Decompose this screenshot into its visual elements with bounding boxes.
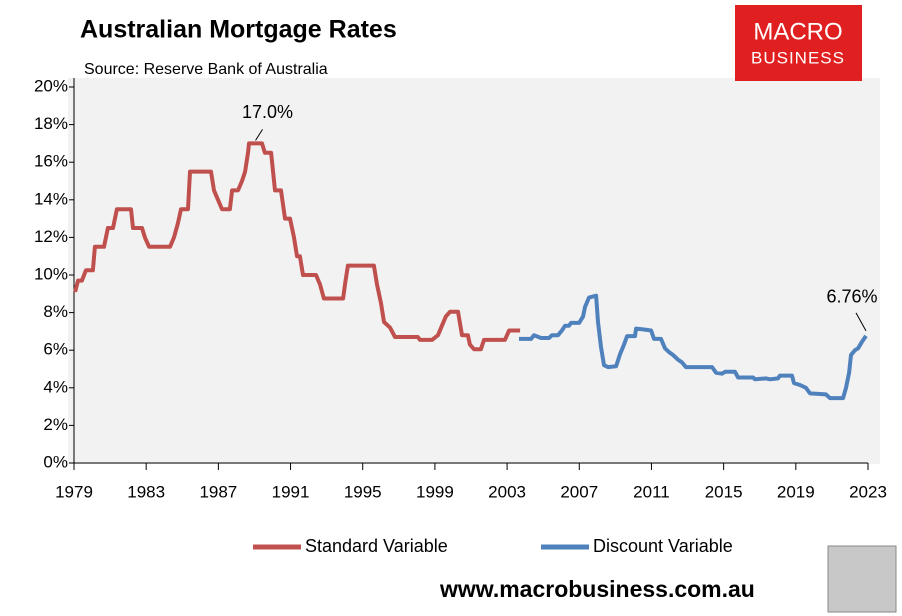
x-tick-label: 2023 [849,482,887,501]
x-tick-label: 2003 [488,482,526,501]
x-tick-label: 2015 [705,482,743,501]
x-tick-label: 1987 [199,482,237,501]
y-tick-label: 2% [43,415,68,434]
plot-background [68,78,880,464]
x-tick-label: 1995 [344,482,382,501]
line-series [519,293,868,401]
legend-label: Discount Variable [593,536,733,556]
y-tick-label: 14% [34,189,68,208]
y-tick-label: 0% [43,452,68,471]
x-tick-label: 1983 [127,482,165,501]
x-tick-label: 2007 [560,482,598,501]
y-tick-label: 6% [43,340,68,359]
y-tick-label: 18% [34,114,68,133]
annotation-arrow [855,312,867,332]
legend-label: Standard Variable [305,536,448,556]
y-tick-label: 12% [34,227,68,246]
y-tick-label: 8% [43,302,68,321]
annotation: 17.0% [242,102,293,122]
x-tick-label: 2019 [777,482,815,501]
y-tick-label: 10% [34,264,68,283]
fox-image [827,545,897,613]
footer: www.macrobusiness.com.au [439,576,755,602]
line-series [73,141,521,352]
x-tick-label: 1979 [55,482,93,501]
chart-subtitle: Source: Reserve Bank of Australia [84,61,328,78]
x-tick-label: 2011 [633,482,670,501]
annotation: 6.76% [826,287,877,307]
chart-title: Australian Mortgage Rates [80,16,397,44]
x-tick-label: 1999 [416,482,454,501]
y-tick-label: 20% [34,76,68,95]
y-tick-label: 16% [34,152,68,171]
y-tick-label: 4% [43,377,68,396]
logo-text: MACRO [753,18,842,45]
annotation-arrow [255,129,263,141]
x-tick-label: 1991 [272,482,310,501]
logo-background [735,5,862,81]
logo-text: BUSINESS [751,48,845,67]
